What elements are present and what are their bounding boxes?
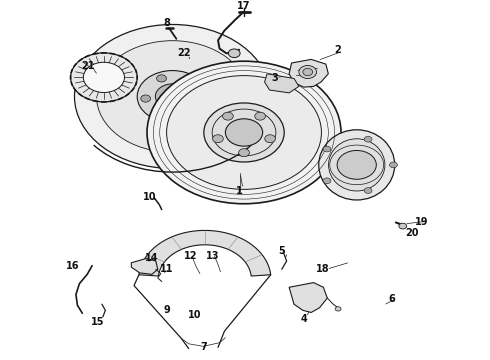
Text: 1: 1 xyxy=(236,186,243,196)
Circle shape xyxy=(265,135,275,143)
Polygon shape xyxy=(265,74,299,93)
Text: 3: 3 xyxy=(271,73,278,84)
Circle shape xyxy=(74,24,270,168)
Polygon shape xyxy=(131,258,158,274)
Circle shape xyxy=(323,146,331,152)
Circle shape xyxy=(137,71,208,122)
Circle shape xyxy=(299,66,317,78)
Circle shape xyxy=(364,188,372,193)
Circle shape xyxy=(228,49,240,58)
Text: 15: 15 xyxy=(91,317,105,327)
Polygon shape xyxy=(139,230,270,276)
Text: 21: 21 xyxy=(81,60,95,71)
Text: 8: 8 xyxy=(163,18,170,28)
Circle shape xyxy=(335,307,341,311)
Polygon shape xyxy=(289,283,327,312)
Circle shape xyxy=(255,112,266,120)
Circle shape xyxy=(323,178,331,184)
Polygon shape xyxy=(289,59,328,87)
Circle shape xyxy=(399,223,407,229)
Text: 19: 19 xyxy=(415,217,428,228)
Text: 10: 10 xyxy=(143,192,156,202)
Text: 7: 7 xyxy=(200,342,207,352)
Circle shape xyxy=(364,136,372,142)
Circle shape xyxy=(390,162,397,168)
Circle shape xyxy=(71,53,137,102)
Text: 2: 2 xyxy=(335,45,342,55)
Text: 13: 13 xyxy=(206,251,220,261)
Text: 4: 4 xyxy=(300,314,307,324)
Circle shape xyxy=(155,84,190,109)
Circle shape xyxy=(83,62,124,93)
Text: 14: 14 xyxy=(145,253,159,264)
Text: 5: 5 xyxy=(278,246,285,256)
Text: 10: 10 xyxy=(188,310,202,320)
Text: 18: 18 xyxy=(316,264,329,274)
Circle shape xyxy=(303,68,313,76)
Circle shape xyxy=(204,103,284,162)
Circle shape xyxy=(337,150,376,179)
Circle shape xyxy=(213,135,223,143)
Circle shape xyxy=(239,149,249,157)
Text: 16: 16 xyxy=(66,261,79,271)
Circle shape xyxy=(188,80,197,87)
Circle shape xyxy=(162,112,172,120)
Circle shape xyxy=(147,61,341,204)
Circle shape xyxy=(191,103,201,110)
Text: 12: 12 xyxy=(184,251,198,261)
Text: 6: 6 xyxy=(389,294,395,304)
Text: 9: 9 xyxy=(163,305,170,315)
Circle shape xyxy=(97,41,248,152)
Text: 17: 17 xyxy=(237,1,251,12)
Text: 20: 20 xyxy=(405,228,418,238)
Circle shape xyxy=(141,95,150,102)
Circle shape xyxy=(225,119,263,146)
Text: 22: 22 xyxy=(177,48,191,58)
Circle shape xyxy=(167,76,321,189)
Ellipse shape xyxy=(318,130,395,200)
Circle shape xyxy=(222,112,233,120)
Circle shape xyxy=(157,75,167,82)
Text: 11: 11 xyxy=(160,264,173,274)
Ellipse shape xyxy=(328,139,385,191)
